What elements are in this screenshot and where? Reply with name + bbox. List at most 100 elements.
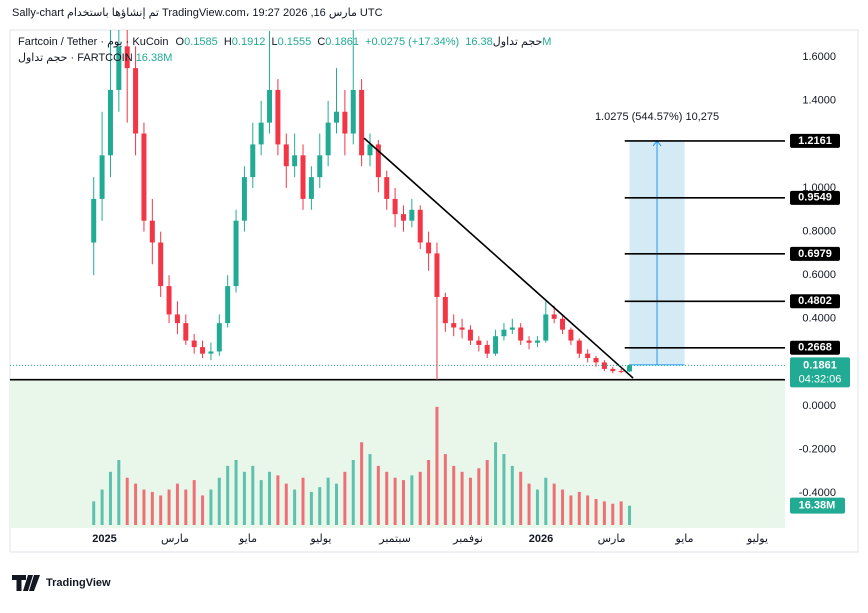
legend-h: H xyxy=(224,36,232,48)
volume-bar xyxy=(100,489,104,525)
candle-body xyxy=(325,122,331,156)
volume-bar xyxy=(318,487,322,525)
level-box xyxy=(790,190,840,205)
volume-bar xyxy=(385,471,389,525)
volume-bar xyxy=(552,483,556,525)
volume-bar xyxy=(184,489,188,525)
legend-c: C xyxy=(317,36,325,48)
volume-bar xyxy=(192,480,196,525)
level-box xyxy=(790,246,840,261)
volume-bar xyxy=(134,483,138,525)
candle-body xyxy=(166,286,172,315)
level-box xyxy=(790,294,840,309)
volume-bar xyxy=(284,483,288,525)
candle-body xyxy=(241,177,247,221)
candle-body xyxy=(158,242,164,287)
volume-bar xyxy=(443,454,447,525)
candle-body xyxy=(610,368,616,372)
volume-bar xyxy=(468,477,472,525)
candle-body xyxy=(334,111,340,123)
candle-body xyxy=(250,144,256,178)
legend-high: 0.1912 xyxy=(232,36,266,48)
candle-body xyxy=(208,351,214,354)
legend: Fartcoin / Tether · يوم · KuCoin O0.1585… xyxy=(18,36,551,48)
volume-bar xyxy=(376,465,380,525)
candle-body xyxy=(107,89,113,156)
volume-bar xyxy=(167,489,171,525)
candle-body xyxy=(300,155,306,199)
legend-volume-name: حجم تداول xyxy=(493,36,542,48)
candle-body xyxy=(91,198,97,243)
y-tick-label: -0.2000 xyxy=(799,443,836,455)
y-tick-label: 1.4000 xyxy=(802,95,836,107)
candle-body xyxy=(116,46,122,90)
x-tick-label: 2025 xyxy=(92,533,116,545)
x-tick-label: 2026 xyxy=(529,533,553,545)
y-tick-label: -0.4000 xyxy=(799,487,836,499)
candle-body xyxy=(292,155,298,167)
volume-bar xyxy=(435,406,439,525)
legend-change: +0.0275 (+17.34%) xyxy=(365,36,459,48)
x-tick-label: يوليو xyxy=(309,533,331,545)
volume-bar xyxy=(142,489,146,525)
volume-bar xyxy=(360,442,364,525)
volume-bar xyxy=(259,480,263,525)
candle-body xyxy=(283,144,289,167)
volume-bar xyxy=(309,491,313,525)
legend-close: 0.1861 xyxy=(325,36,359,48)
candle-body xyxy=(308,177,314,199)
volume-bar xyxy=(108,471,112,525)
legend-line2: حجم تداول · FARTCOIN 16.38M xyxy=(18,52,172,64)
candle-body xyxy=(509,327,515,330)
x-tick-label: مايو xyxy=(238,533,257,545)
volume-bar xyxy=(150,491,154,525)
candle-body xyxy=(174,314,180,324)
volume-bar xyxy=(301,477,305,525)
candle-body xyxy=(409,209,415,221)
price-label: 0.1861 xyxy=(803,359,837,371)
volume-bar xyxy=(393,477,397,525)
volume-bar xyxy=(401,480,405,525)
volume-bar xyxy=(351,460,355,525)
volume-bar xyxy=(125,477,129,525)
level-box xyxy=(790,340,840,355)
candle-body xyxy=(400,214,406,221)
volume-bar xyxy=(268,471,272,525)
plot xyxy=(10,30,785,528)
logo-icon xyxy=(12,575,40,591)
candle-body xyxy=(359,89,365,156)
volume-bar xyxy=(251,465,255,525)
volume-bar xyxy=(159,495,163,525)
y-tick-label: 0.4000 xyxy=(802,313,836,325)
support-zone xyxy=(10,379,785,528)
candle-body xyxy=(392,198,398,215)
overlay: 1.60001.40001.00000.80000.60000.40000.00… xyxy=(92,51,850,545)
volume-bar xyxy=(117,460,121,525)
volume-bar xyxy=(209,489,213,525)
volume-bar xyxy=(477,468,481,525)
brand: TradingView xyxy=(46,577,111,589)
candle-body xyxy=(467,329,473,341)
legend-l: L xyxy=(272,36,278,48)
y-tick-label: 0.0000 xyxy=(802,400,836,412)
candle-body xyxy=(451,323,457,328)
candle-body xyxy=(149,220,155,243)
volume-bar xyxy=(92,501,96,525)
volume-bar xyxy=(427,460,431,525)
candle-body xyxy=(434,253,440,297)
candle-body xyxy=(258,122,264,145)
candle-body xyxy=(627,365,633,372)
volume-bar xyxy=(326,477,330,525)
volume-bar xyxy=(368,454,372,525)
x-tick-label: يوليو xyxy=(746,533,768,545)
volume-bar xyxy=(293,489,297,525)
candle-body xyxy=(526,340,532,343)
volume-bar xyxy=(510,465,514,525)
candle-body xyxy=(493,336,499,354)
countdown: 04:32:06 xyxy=(799,373,842,385)
volume-bar xyxy=(276,475,280,525)
y-tick-label: 0.6000 xyxy=(802,269,836,281)
candle-body xyxy=(476,340,482,345)
volume-box xyxy=(790,497,845,514)
